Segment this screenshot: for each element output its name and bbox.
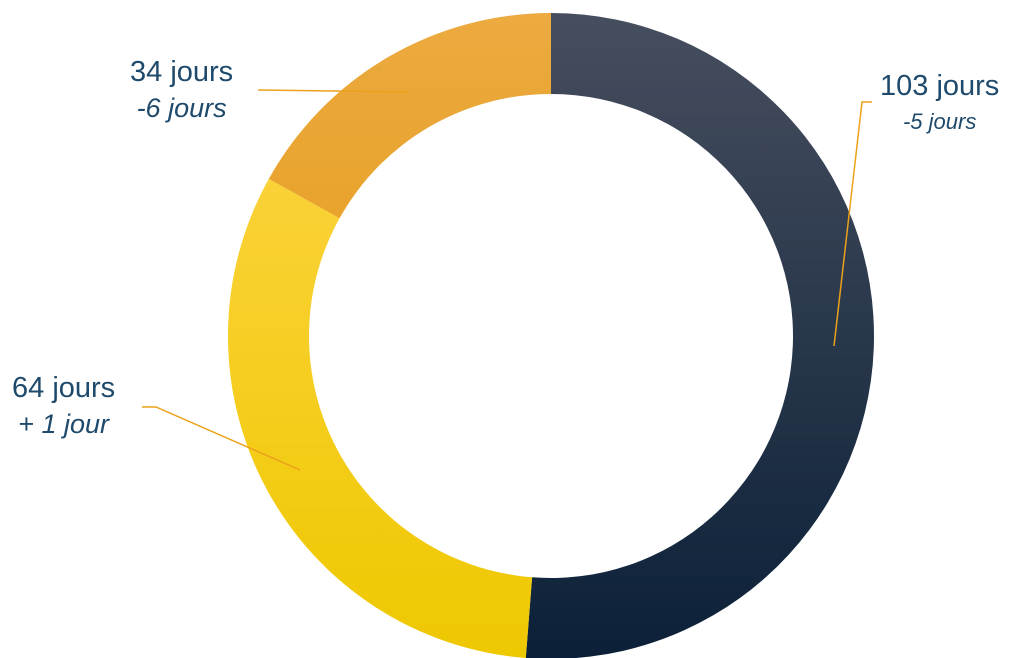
- slice-0: [525, 13, 874, 658]
- slice-delta-label-2: -6 jours: [136, 93, 227, 123]
- leader-line-1: [142, 406, 301, 471]
- slice-label-2: 34 jours -6 jours: [130, 58, 233, 122]
- slice-label-0: 103 jours -5 jours: [880, 72, 999, 133]
- leader-line-2: [257, 89, 409, 93]
- slice-value-label-1: 64 jours: [12, 372, 116, 404]
- slice-value-label-2: 34 jours: [130, 56, 234, 88]
- slice-delta-label-1: + 1 jour: [18, 409, 109, 439]
- slice-value-label-0: 103 jours: [880, 70, 1000, 102]
- leader-line-0: [833, 101, 872, 347]
- slice-label-1: 64 jours + 1 jour: [12, 374, 115, 438]
- slice-2: [268, 13, 551, 219]
- slice-delta-label-0: -5 jours: [902, 109, 977, 134]
- slice-1: [228, 178, 533, 658]
